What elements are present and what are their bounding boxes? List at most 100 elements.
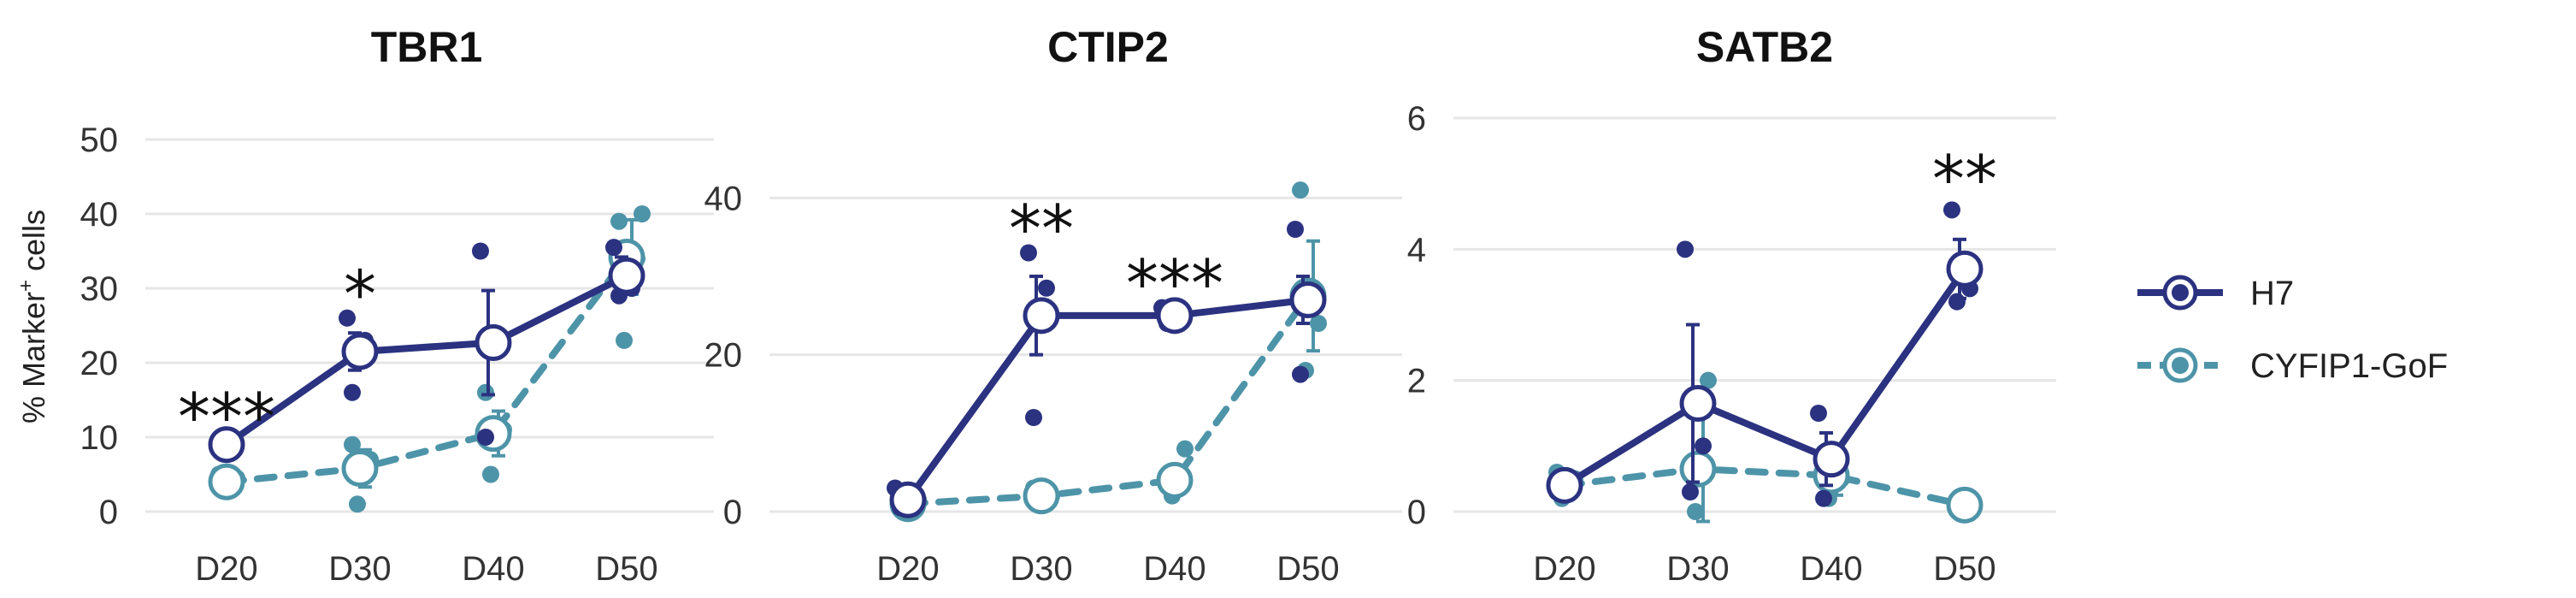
legend-dot-h7 (2172, 284, 2189, 301)
y-tick-label: 4 (1407, 231, 1426, 269)
data-point (339, 309, 356, 327)
data-point (1287, 221, 1304, 238)
x-tick-label: D30 (328, 550, 391, 588)
series-line (905, 296, 1312, 504)
significance-mark: ** (1009, 191, 1074, 267)
y-tick-label: 0 (723, 494, 742, 531)
data-point (1948, 293, 1966, 311)
mean-marker (1546, 466, 1583, 504)
x-tick-label: D20 (876, 550, 939, 588)
mean-marker (1156, 461, 1194, 499)
mean-marker (208, 426, 245, 464)
legend-label-gof: CYFIP1-GoF (2250, 347, 2448, 385)
significance-mark: ** (1932, 140, 1997, 216)
data-point (349, 495, 366, 513)
y-tick-label: 50 (80, 121, 119, 159)
data-point (477, 429, 494, 446)
chart-title: CTIP2 (1047, 23, 1169, 71)
series-h7 (887, 221, 1327, 518)
x-tick-label: D20 (195, 550, 257, 588)
data-point (1810, 405, 1827, 422)
data-point (1292, 181, 1309, 199)
series-line (1561, 265, 1968, 489)
mean-marker (1156, 297, 1194, 335)
x-tick-label: D50 (1933, 550, 1995, 588)
y-axis-label-superscript: + (15, 280, 38, 292)
x-tick-label: D30 (1666, 550, 1729, 588)
series-line (1561, 465, 1968, 509)
y-tick-label: 40 (704, 180, 743, 217)
mean-marker (1023, 297, 1060, 335)
series-gof (1546, 371, 1984, 524)
data-point (610, 212, 628, 230)
data-point (1687, 503, 1704, 520)
data-point (1695, 437, 1712, 455)
x-tick-label: D20 (1533, 550, 1595, 588)
x-tick-label: D40 (462, 550, 524, 588)
series-line (223, 253, 630, 486)
mean-marker (1289, 281, 1327, 318)
panel-satb2: 0 2 4 6 D20 D30 D40 D50 SATB2 ** (1407, 23, 2056, 588)
series-gof (208, 205, 651, 513)
y-tick-label: 40 (80, 196, 119, 234)
series-line (223, 272, 630, 448)
data-point (1176, 440, 1194, 458)
significance-mark: *** (1126, 246, 1223, 322)
mean-marker (1023, 477, 1060, 515)
data-point (605, 239, 622, 257)
mean-marker (341, 333, 379, 370)
significance-mark: *** (178, 378, 275, 454)
data-point (1943, 201, 1960, 219)
mean-marker (1813, 441, 1850, 478)
data-point (1815, 489, 1832, 507)
mean-marker (608, 257, 645, 294)
data-point (1292, 365, 1309, 383)
y-tick-label: 0 (99, 494, 118, 531)
x-tick-label: D40 (1143, 550, 1205, 588)
data-point (1700, 371, 1717, 389)
mean-marker (889, 481, 927, 518)
data-point (1020, 244, 1037, 262)
data-point (1025, 409, 1042, 426)
x-tick-label: D30 (1010, 550, 1072, 588)
chart-title: TBR1 (371, 23, 483, 71)
data-point (472, 242, 489, 260)
mean-marker (1946, 250, 1984, 287)
y-tick-label: 2 (1407, 363, 1426, 400)
data-point (616, 331, 633, 349)
mean-marker (1946, 486, 1984, 524)
significance-mark: * (344, 256, 376, 332)
y-tick-label: 6 (1407, 100, 1426, 138)
legend-dot-gof (2172, 357, 2189, 374)
x-tick-label: D50 (1276, 550, 1339, 588)
data-point (1677, 240, 1694, 258)
y-tick-label: 10 (80, 419, 119, 457)
series-line (905, 292, 1312, 507)
legend: H7 CYFIP1-GoF (2137, 275, 2448, 385)
mean-marker (475, 324, 512, 362)
mean-marker (341, 450, 379, 488)
data-point (344, 435, 361, 453)
legend-label-h7: H7 (2250, 275, 2294, 312)
mean-marker (1679, 450, 1717, 488)
y-tick-label: 20 (80, 345, 119, 382)
x-tick-label: D50 (595, 550, 657, 588)
data-point (344, 383, 361, 401)
series-gof (889, 181, 1327, 523)
data-point (482, 465, 499, 483)
chart-title: SATB2 (1696, 23, 1833, 71)
x-tick-label: D40 (1800, 550, 1862, 588)
data-point (477, 383, 494, 401)
y-tick-label: 30 (80, 270, 119, 308)
y-tick-label: 20 (704, 337, 743, 375)
data-point (1682, 483, 1699, 500)
y-axis-label: % Marker+ cells (15, 210, 51, 423)
series-h7 (208, 239, 645, 464)
y-axis-label-group: % Marker+ cells (15, 210, 51, 423)
y-axis-label-tail: cells (16, 210, 51, 280)
y-tick-label: 0 (1407, 494, 1426, 531)
